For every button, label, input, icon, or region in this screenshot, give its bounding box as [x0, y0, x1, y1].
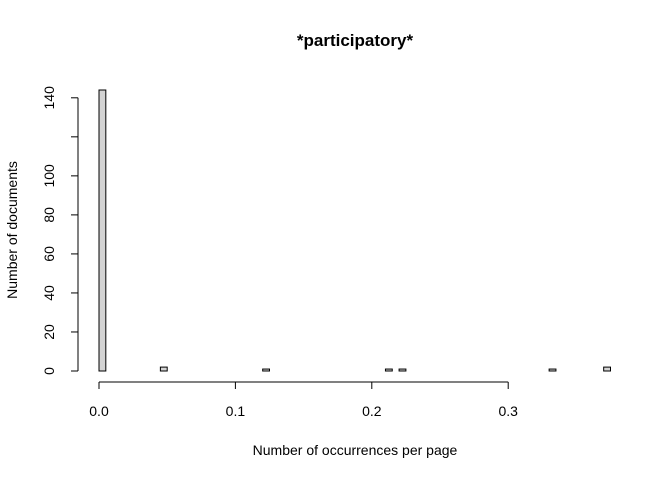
histogram-bar	[384, 368, 393, 372]
chart-title: *participatory*	[297, 31, 414, 50]
y-tick-label: 20	[41, 324, 57, 340]
histogram-bar	[398, 368, 407, 372]
y-tick-label: 0	[41, 367, 57, 375]
x-tick-label: 0.1	[226, 403, 246, 419]
bars-group	[98, 89, 611, 372]
y-tick-label: 100	[41, 164, 57, 188]
x-tick-label: 0.2	[362, 403, 382, 419]
x-tick-label: 0.3	[498, 403, 518, 419]
histogram-bar	[159, 366, 168, 372]
x-axis-label: Number of occurrences per page	[253, 442, 458, 458]
y-tick-label: 40	[41, 285, 57, 301]
y-tick-label: 140	[41, 86, 57, 110]
x-tick-label: 0.0	[89, 403, 109, 419]
y-tick-label: 80	[41, 207, 57, 223]
histogram-bar	[548, 368, 557, 372]
y-axis-label: Number of documents	[4, 161, 20, 299]
y-tick-label: 60	[41, 246, 57, 262]
y-axis: 0 20 40 60 80 100 140	[41, 86, 79, 375]
histogram-bar	[98, 89, 107, 372]
histogram-bar	[262, 368, 270, 372]
x-axis: 0.0 0.1 0.2 0.3	[89, 381, 518, 419]
histogram-bar	[603, 366, 611, 372]
